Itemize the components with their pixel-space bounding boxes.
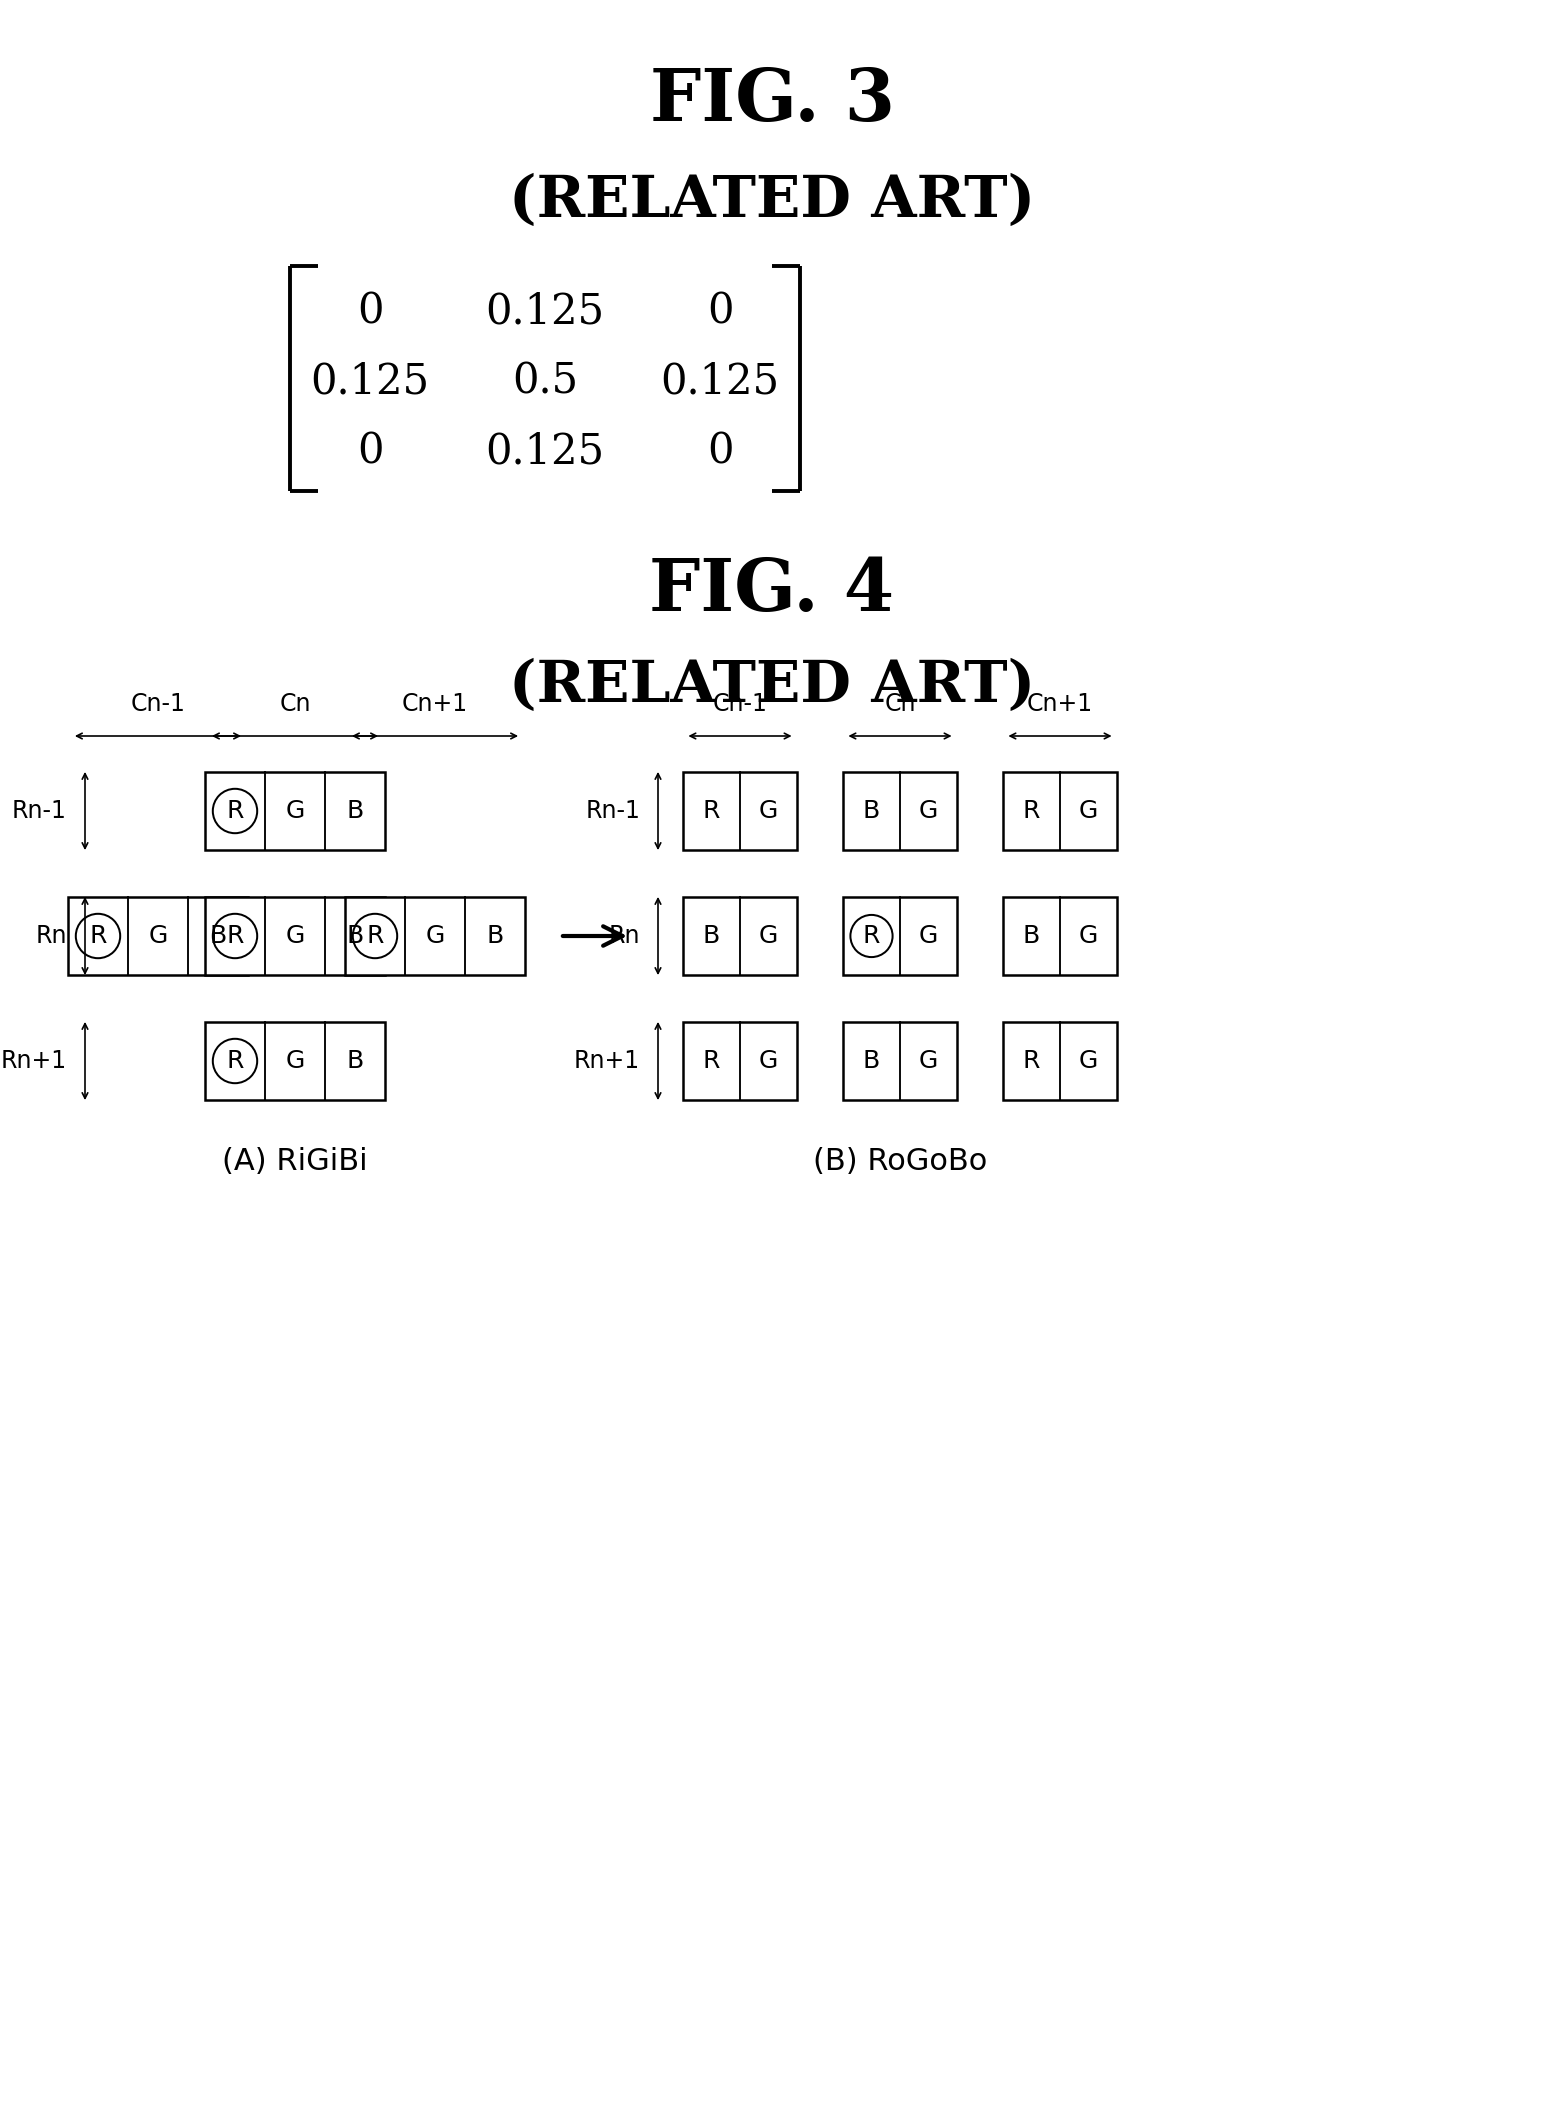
Text: B: B [487, 925, 504, 948]
Bar [1003, 1022, 1117, 1101]
Text: 0: 0 [357, 431, 383, 473]
Text: G: G [286, 1050, 304, 1073]
Text: R: R [226, 1050, 244, 1073]
Bar [68, 897, 249, 976]
Text: B: B [1023, 925, 1040, 948]
Text: (A) RiGiBi: (A) RiGiBi [222, 1147, 368, 1175]
Bar [205, 897, 385, 976]
Text: G: G [759, 800, 779, 823]
Text: R: R [703, 800, 720, 823]
Text: G: G [425, 925, 445, 948]
Text: 0: 0 [706, 431, 734, 473]
Text: B: B [346, 925, 363, 948]
Text: B: B [210, 925, 227, 948]
Text: R: R [226, 925, 244, 948]
Text: B: B [346, 1050, 363, 1073]
Text: G: G [148, 925, 167, 948]
Text: B: B [862, 1050, 881, 1073]
Text: R: R [862, 925, 881, 948]
Text: Cn: Cn [280, 691, 311, 717]
Text: G: G [1078, 1050, 1098, 1073]
Text: 0.125: 0.125 [660, 361, 780, 403]
Text: G: G [759, 925, 779, 948]
Text: G: G [1078, 925, 1098, 948]
Text: G: G [286, 925, 304, 948]
Text: 0.125: 0.125 [485, 291, 604, 333]
Text: (RELATED ART): (RELATED ART) [508, 658, 1035, 715]
Text: R: R [1023, 800, 1040, 823]
Text: (B) RoGoBo: (B) RoGoBo [813, 1147, 987, 1175]
Text: 0.125: 0.125 [485, 431, 604, 473]
Bar [683, 1022, 797, 1101]
Text: 0: 0 [706, 291, 734, 333]
Text: B: B [862, 800, 881, 823]
Bar [683, 897, 797, 976]
Text: B: B [346, 800, 363, 823]
Text: 0: 0 [357, 291, 383, 333]
Text: R: R [1023, 1050, 1040, 1073]
Bar [683, 772, 797, 851]
Text: B: B [703, 925, 720, 948]
Text: (RELATED ART): (RELATED ART) [508, 174, 1035, 229]
Bar [1003, 897, 1117, 976]
Bar [345, 897, 525, 976]
Text: Rn: Rn [36, 925, 66, 948]
Text: FIG. 4: FIG. 4 [649, 556, 895, 626]
Text: 0.5: 0.5 [511, 361, 578, 403]
Text: G: G [286, 800, 304, 823]
Text: G: G [1078, 800, 1098, 823]
Bar [205, 1022, 385, 1101]
Text: R: R [226, 800, 244, 823]
Text: G: G [759, 1050, 779, 1073]
Text: Rn-1: Rn-1 [586, 800, 640, 823]
Text: Rn+1: Rn+1 [2, 1050, 66, 1073]
Text: Cn-1: Cn-1 [131, 691, 185, 717]
Text: G: G [919, 925, 938, 948]
Text: FIG. 3: FIG. 3 [649, 66, 895, 136]
Bar [844, 772, 956, 851]
Text: Cn-1: Cn-1 [712, 691, 768, 717]
Text: G: G [919, 800, 938, 823]
Text: G: G [919, 1050, 938, 1073]
Text: 0.125: 0.125 [311, 361, 430, 403]
Text: R: R [90, 925, 107, 948]
Bar [844, 1022, 956, 1101]
Text: Cn+1: Cn+1 [1027, 691, 1092, 717]
Text: Cn+1: Cn+1 [402, 691, 468, 717]
Text: R: R [703, 1050, 720, 1073]
Bar [205, 772, 385, 851]
Bar [844, 897, 956, 976]
Text: Rn: Rn [609, 925, 640, 948]
Text: Rn+1: Rn+1 [573, 1050, 640, 1073]
Bar [1003, 772, 1117, 851]
Text: Cn: Cn [884, 691, 916, 717]
Text: R: R [366, 925, 383, 948]
Text: Rn-1: Rn-1 [12, 800, 66, 823]
